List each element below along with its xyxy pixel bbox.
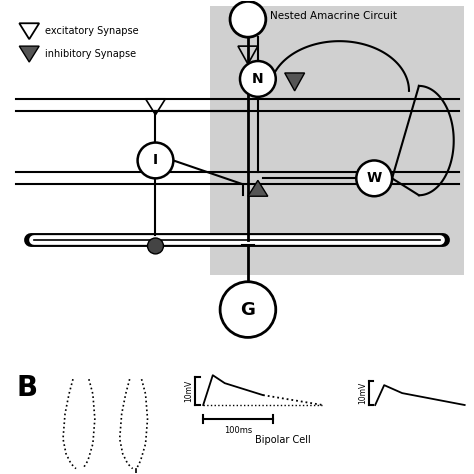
Bar	[210, 6, 464, 275]
Text: N: N	[252, 72, 264, 86]
Text: 10mV: 10mV	[358, 382, 367, 404]
Polygon shape	[248, 180, 268, 196]
Text: G: G	[240, 301, 255, 319]
Circle shape	[240, 61, 276, 97]
Circle shape	[230, 1, 266, 37]
Polygon shape	[19, 46, 39, 62]
Polygon shape	[285, 73, 305, 91]
Circle shape	[137, 143, 173, 178]
Circle shape	[220, 282, 276, 337]
Circle shape	[356, 161, 392, 196]
Circle shape	[147, 238, 164, 254]
Text: 10mV: 10mV	[184, 380, 193, 402]
Text: Nested Amacrine Circuit: Nested Amacrine Circuit	[270, 11, 397, 21]
Text: excitatory Synapse: excitatory Synapse	[45, 26, 139, 36]
Text: W: W	[366, 171, 382, 185]
Text: Bipolar Cell: Bipolar Cell	[255, 435, 310, 445]
Text: I: I	[153, 154, 158, 167]
Text: inhibitory Synapse: inhibitory Synapse	[45, 49, 136, 59]
Text: B: B	[16, 374, 37, 402]
Text: 100ms: 100ms	[224, 426, 252, 435]
